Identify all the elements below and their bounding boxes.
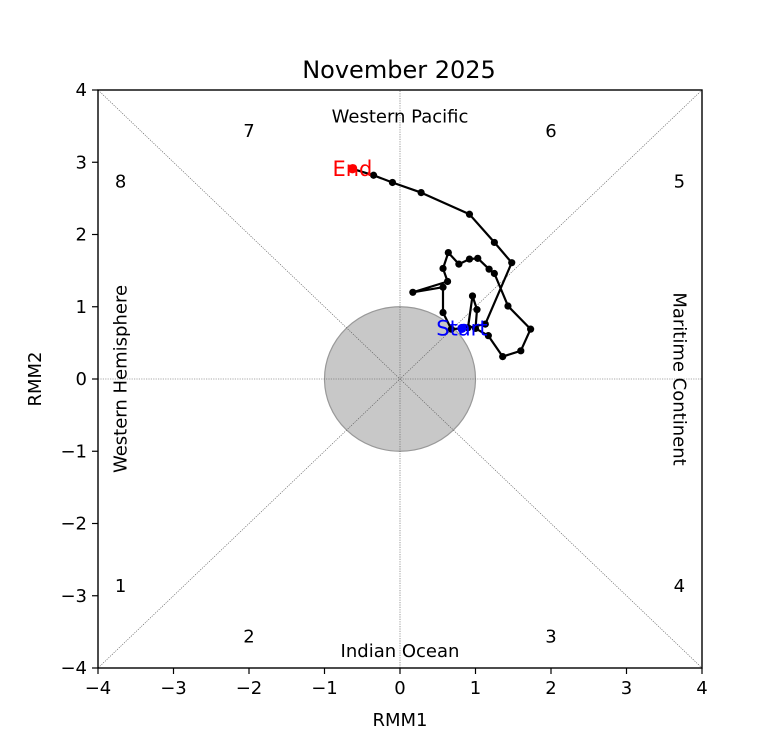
track-point <box>508 259 516 267</box>
track-point <box>388 178 397 187</box>
y-tick-label: −1 <box>60 441 87 462</box>
y-tick-label: 0 <box>76 369 87 390</box>
track-point <box>465 255 474 263</box>
start-label: Start <box>436 316 487 340</box>
end-label: End <box>332 157 372 181</box>
track-point <box>455 260 463 268</box>
track-point <box>490 238 498 247</box>
phase-label-4: 4 <box>674 576 685 597</box>
y-tick-label: 2 <box>76 225 87 246</box>
y-tick-label: 1 <box>76 297 87 318</box>
x-tick-label: −2 <box>236 678 263 699</box>
region-label-western-hemisphere: Western Hemisphere <box>111 285 132 473</box>
phase-labels: 1 2 3 4 5 6 7 8 <box>115 121 685 648</box>
x-tick-label: −3 <box>160 678 187 699</box>
x-tick-label: 2 <box>545 678 556 699</box>
track-point <box>468 292 477 300</box>
track-point <box>439 308 447 317</box>
track-point <box>444 248 452 257</box>
x-axis-ticks: −4 −3 −2 −1 0 1 2 3 4 <box>85 668 708 699</box>
track-point <box>417 188 425 197</box>
y-axis-label: RMM2 <box>25 351 46 406</box>
track-point <box>439 264 447 273</box>
phase-label-8: 8 <box>115 172 126 193</box>
phase-label-6: 6 <box>545 121 556 142</box>
phase-label-1: 1 <box>115 576 126 597</box>
y-tick-label: 4 <box>76 80 87 101</box>
chart-title: November 2025 <box>302 56 496 84</box>
phase-label-2: 2 <box>243 627 254 648</box>
region-label-western-pacific: Western Pacific <box>332 107 469 128</box>
y-tick-label: −4 <box>60 658 87 679</box>
y-axis-ticks: −4 −3 −2 −1 0 1 2 3 4 <box>60 80 98 679</box>
track-point <box>447 325 455 333</box>
phase-guide-lines <box>97 89 703 669</box>
track-point <box>439 283 447 291</box>
track-point <box>369 171 378 179</box>
y-tick-label: 3 <box>76 152 87 173</box>
x-tick-label: 1 <box>470 678 481 699</box>
track-point <box>474 254 482 262</box>
x-tick-label: −4 <box>85 678 112 699</box>
track-point <box>504 302 512 310</box>
region-label-maritime-continent: Maritime Continent <box>668 292 689 465</box>
track-point <box>484 332 492 340</box>
x-tick-label: −1 <box>311 678 338 699</box>
track-point <box>499 353 507 361</box>
track-point <box>473 306 481 314</box>
track-point <box>527 325 535 333</box>
track-point <box>465 210 474 218</box>
track-point <box>481 320 489 328</box>
track-point <box>517 347 525 355</box>
phase-label-7: 7 <box>243 121 254 142</box>
track-point <box>443 277 452 286</box>
phase-label-3: 3 <box>545 627 556 648</box>
track-point <box>490 269 498 278</box>
mjo-track-line <box>352 167 532 358</box>
phase-label-5: 5 <box>674 172 685 193</box>
end-point <box>347 164 358 174</box>
x-tick-label: 0 <box>394 678 405 699</box>
x-tick-label: 4 <box>696 678 707 699</box>
region-label-indian-ocean: Indian Ocean <box>341 641 460 662</box>
mjo-track: Start End <box>332 157 535 361</box>
track-point <box>485 265 493 273</box>
start-point <box>457 323 467 334</box>
track-point <box>471 324 480 333</box>
x-tick-label: 3 <box>621 678 632 699</box>
track-point <box>409 288 417 296</box>
x-axis-label: RMM1 <box>372 710 427 731</box>
y-tick-label: −2 <box>60 514 87 535</box>
y-tick-label: −3 <box>60 586 87 607</box>
